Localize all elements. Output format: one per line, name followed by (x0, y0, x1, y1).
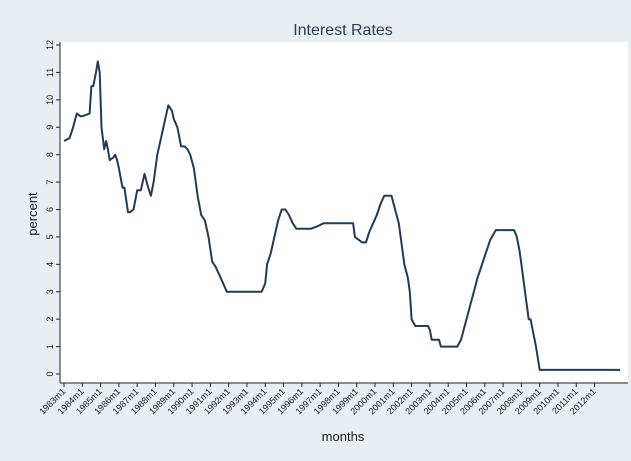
y-tick-label: 12 (45, 40, 55, 50)
plot-area (60, 42, 628, 383)
y-tick-label: 1 (45, 344, 55, 349)
x-axis-title: months (322, 429, 365, 444)
y-tick-label: 11 (45, 68, 55, 77)
y-tick-label: 9 (45, 125, 55, 130)
y-tick-label: 3 (45, 289, 55, 294)
y-tick-label: 7 (45, 180, 55, 185)
series-group (63, 60, 621, 371)
y-tick-label: 10 (45, 95, 55, 105)
y-tick-label: 2 (45, 317, 55, 322)
y-tick-label: 8 (45, 152, 55, 157)
series-line (63, 60, 621, 371)
y-tick-label: 5 (45, 234, 55, 239)
chart-title: Interest Rates (293, 22, 393, 39)
y-tick-label: 6 (45, 207, 55, 212)
y-tick-label: 4 (45, 262, 55, 267)
y-tick-label: 0 (45, 371, 55, 376)
y-axis-title: percent (25, 192, 40, 236)
